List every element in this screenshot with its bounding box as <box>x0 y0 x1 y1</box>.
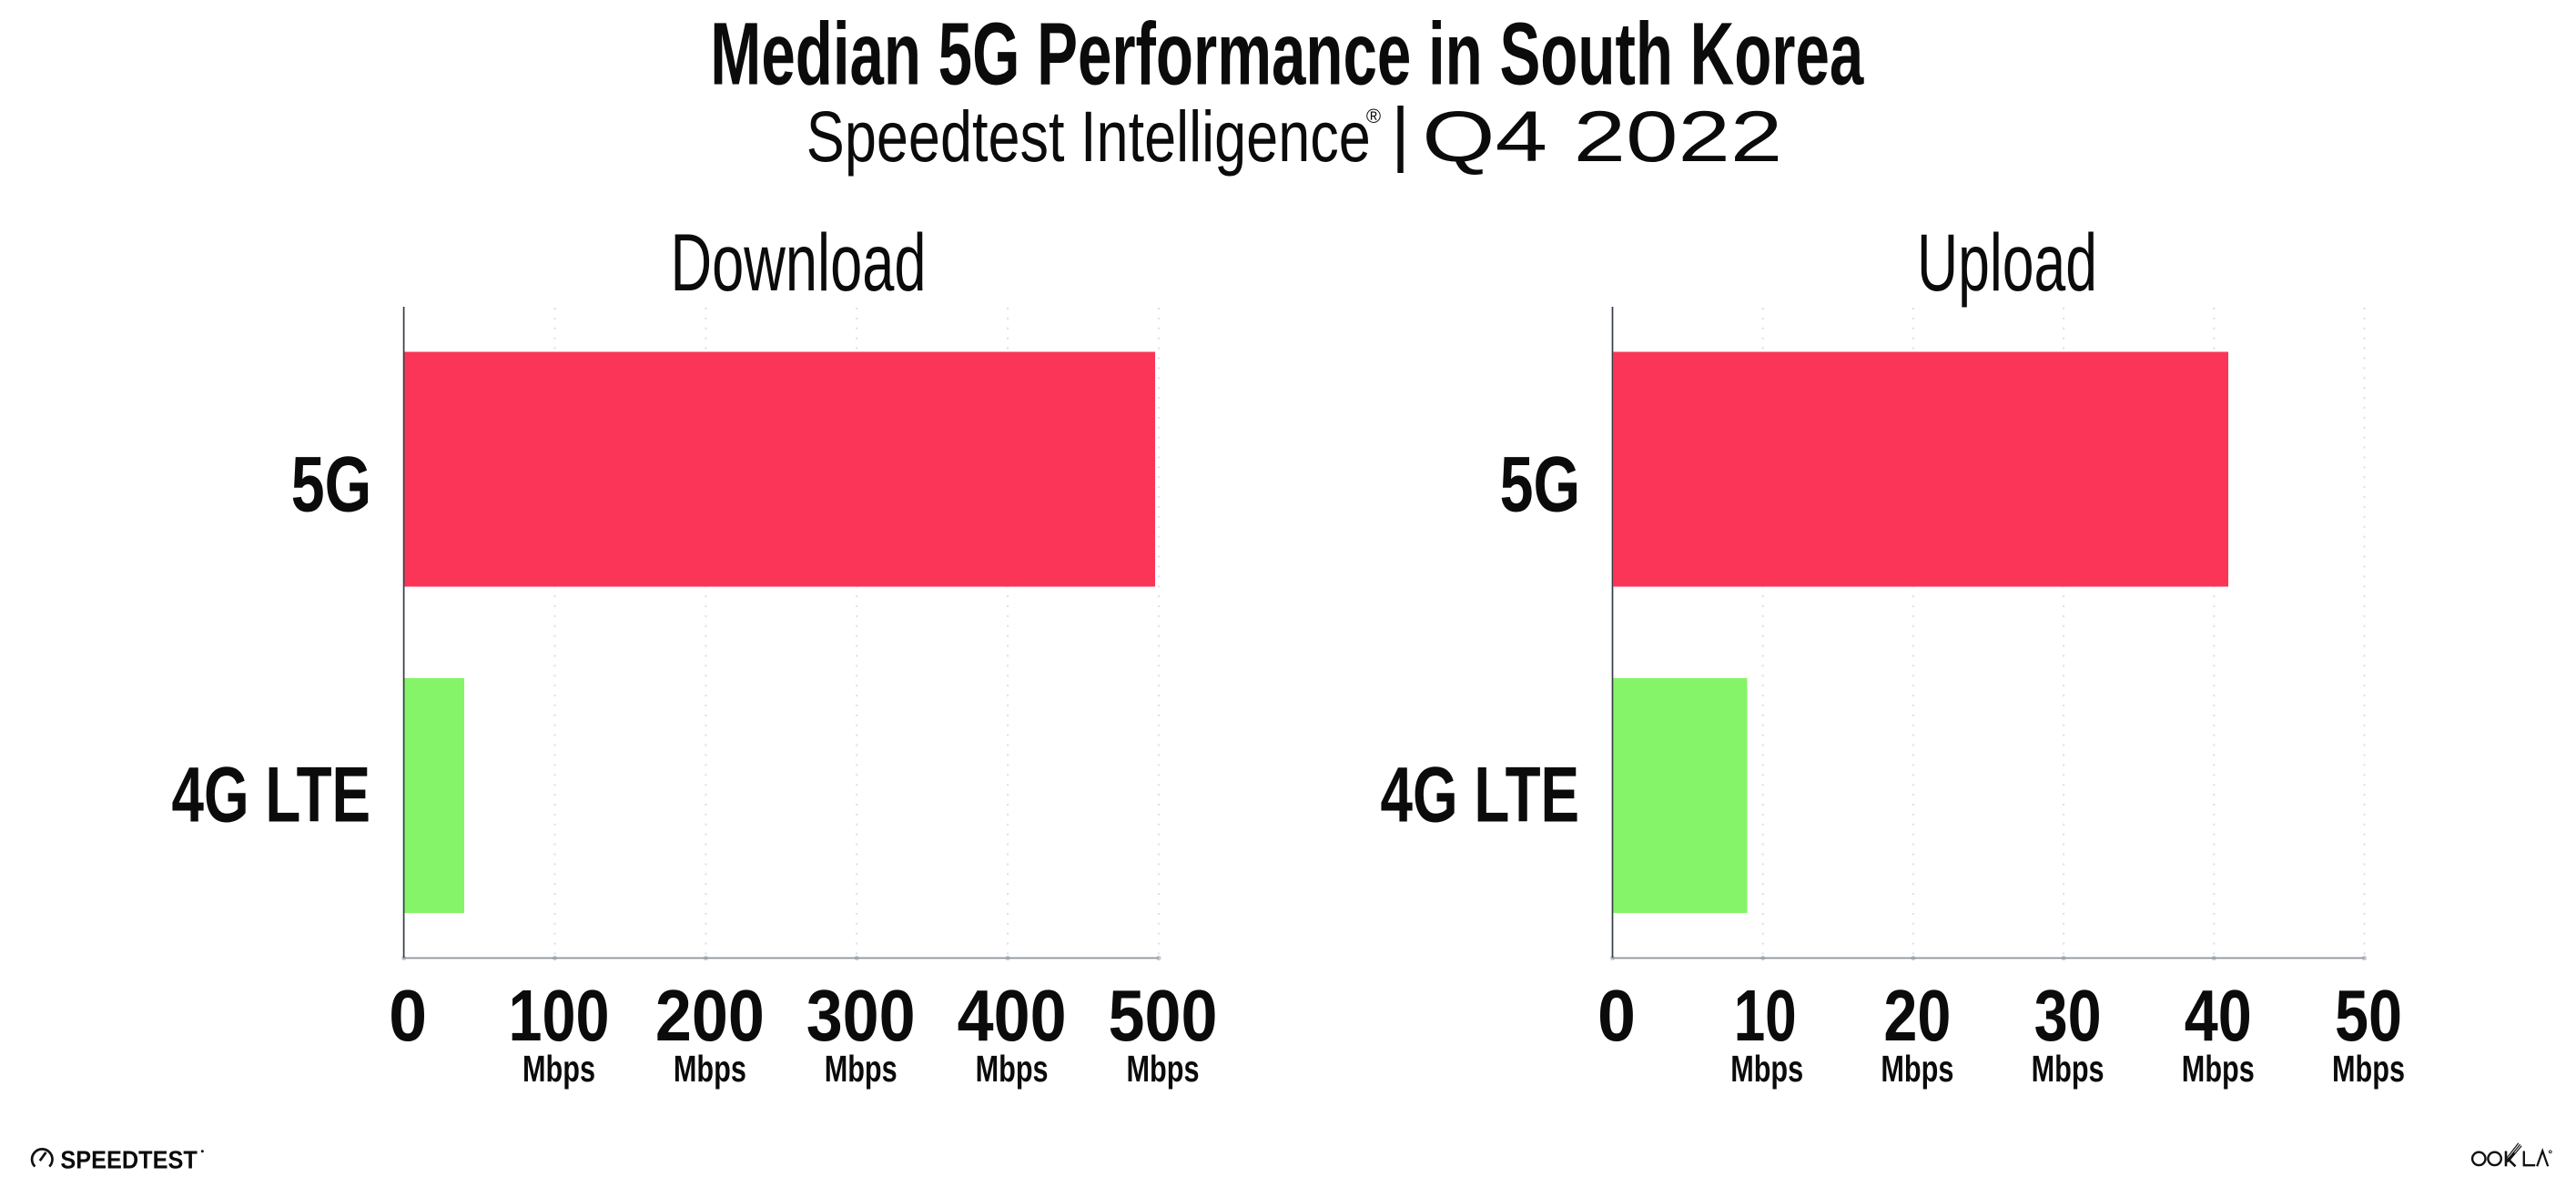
svg-text:4G LTE: 4G LTE <box>1381 752 1580 839</box>
svg-text:300: 300 <box>806 975 916 1056</box>
svg-text:Mbps: Mbps <box>825 1048 898 1090</box>
svg-text:SPEEDTEST: SPEEDTEST <box>60 1145 197 1173</box>
svg-text:4G LTE: 4G LTE <box>172 752 371 839</box>
svg-text:Q4 2022: Q4 2022 <box>1422 96 1782 177</box>
svg-text:®: ® <box>1366 105 1381 127</box>
svg-text:200: 200 <box>655 975 765 1056</box>
svg-text:Mbps: Mbps <box>976 1048 1049 1090</box>
svg-text:0: 0 <box>389 975 427 1056</box>
svg-text:40: 40 <box>2185 975 2252 1056</box>
svg-text:Median 5G Performance in South: Median 5G Performance in South Korea <box>710 5 1864 104</box>
svg-text:Download: Download <box>671 217 927 308</box>
svg-text:Mbps: Mbps <box>2032 1048 2104 1090</box>
svg-text:Mbps: Mbps <box>1881 1048 1953 1090</box>
svg-text:0: 0 <box>1597 975 1636 1056</box>
svg-text:50: 50 <box>2335 975 2402 1056</box>
svg-text:5G: 5G <box>291 441 372 528</box>
svg-text:Mbps: Mbps <box>674 1048 746 1090</box>
svg-text:10: 10 <box>1734 975 1797 1056</box>
svg-text:Mbps: Mbps <box>1730 1048 1803 1090</box>
svg-text:100: 100 <box>509 975 610 1056</box>
svg-text:30: 30 <box>2034 975 2102 1056</box>
svg-text:20: 20 <box>1883 975 1951 1056</box>
svg-text:400: 400 <box>958 975 1067 1056</box>
svg-text:Upload: Upload <box>1917 217 2097 308</box>
svg-text:Mbps: Mbps <box>522 1048 595 1090</box>
svg-text:|: | <box>1391 92 1410 173</box>
svg-text:Speedtest Intelligence: Speedtest Intelligence <box>806 96 1371 177</box>
svg-text:Mbps: Mbps <box>2182 1048 2255 1090</box>
svg-text:5G: 5G <box>1500 441 1581 528</box>
svg-text:Mbps: Mbps <box>1127 1048 1200 1090</box>
svg-text:500: 500 <box>1109 975 1218 1056</box>
svg-text:Mbps: Mbps <box>2332 1048 2405 1090</box>
